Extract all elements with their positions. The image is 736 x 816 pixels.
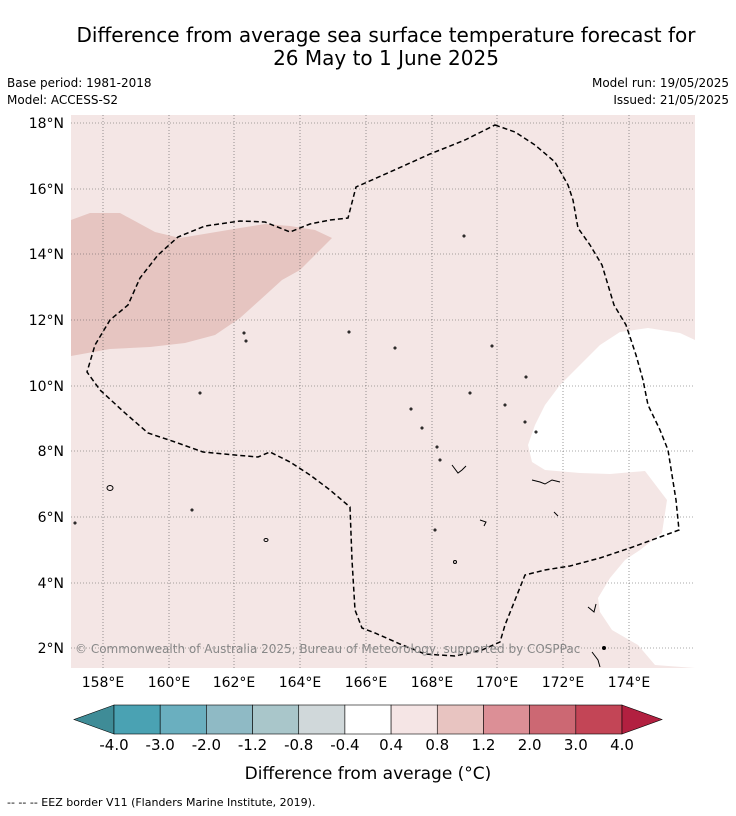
eez-legend-note: -- -- -- EEZ border V11 (Flanders Marine… bbox=[7, 796, 316, 809]
colorbar-tick-label: 0.4 bbox=[379, 736, 404, 754]
lat-label: 10°N bbox=[29, 379, 64, 395]
colorbar-tick-label: 2.0 bbox=[517, 736, 542, 754]
lat-label: 4°N bbox=[38, 576, 64, 592]
colorbar-extend-high bbox=[621, 704, 663, 735]
colorbar-tick-label: -0.4 bbox=[330, 736, 360, 754]
lat-label: 6°N bbox=[38, 510, 64, 526]
colorbar-segment bbox=[113, 704, 161, 735]
lon-label: 162°E bbox=[213, 675, 256, 691]
lat-label: 16°N bbox=[29, 182, 64, 198]
colorbar-tick-label: -2.0 bbox=[191, 736, 221, 754]
colorbar-tick-label: 3.0 bbox=[563, 736, 588, 754]
base-period: Base period: 1981-2018 bbox=[7, 76, 152, 90]
model-name: Model: ACCESS-S2 bbox=[7, 93, 119, 107]
colorbar bbox=[73, 704, 663, 735]
issued-date: Issued: 21/05/2025 bbox=[613, 93, 729, 107]
lat-label: 18°N bbox=[29, 116, 64, 132]
lon-label: 174°E bbox=[608, 675, 651, 691]
warm-anomaly-region bbox=[71, 213, 332, 356]
colorbar-tick-label: -3.0 bbox=[145, 736, 175, 754]
colorbar-segment bbox=[529, 704, 577, 735]
colorbar-segment bbox=[483, 704, 530, 735]
colorbar-segment bbox=[390, 704, 438, 735]
colorbar-segment bbox=[159, 704, 207, 735]
copyright-notice: © Commonwealth of Australia 2025, Bureau… bbox=[75, 642, 580, 656]
colorbar-segment bbox=[436, 704, 484, 735]
gridlines bbox=[71, 115, 695, 668]
title-line-1: Difference from average sea surface temp… bbox=[76, 23, 696, 47]
lon-label: 170°E bbox=[476, 675, 519, 691]
lon-label: 164°E bbox=[279, 675, 322, 691]
lat-label: 8°N bbox=[38, 444, 64, 460]
colorbar-segment bbox=[206, 704, 253, 735]
colorbar-tick-label: -4.0 bbox=[99, 736, 129, 754]
islands bbox=[73, 234, 606, 668]
colorbar-extend-low bbox=[73, 704, 115, 735]
colorbar-tick-label: 0.8 bbox=[425, 736, 450, 754]
lat-label: 12°N bbox=[29, 313, 64, 329]
colorbar-tick-label: 4.0 bbox=[610, 736, 634, 754]
colorbar-label: Difference from average (°C) bbox=[244, 764, 492, 784]
lon-label: 166°E bbox=[345, 675, 388, 691]
colorbar-tick-label: -1.2 bbox=[237, 736, 268, 754]
colorbar-tick-label: 1.2 bbox=[471, 736, 496, 754]
longitude-labels: 158°E 160°E 162°E 164°E 166°E 168°E 170°… bbox=[82, 675, 651, 691]
lat-label: 2°N bbox=[38, 641, 64, 657]
lon-label: 168°E bbox=[411, 675, 454, 691]
lat-label: 14°N bbox=[29, 247, 64, 263]
colorbar-tick-label: -0.8 bbox=[284, 736, 314, 754]
colorbar-segment bbox=[575, 704, 623, 735]
latitude-labels: 18°N 16°N 14°N 12°N 10°N 8°N 6°N 4°N 2°N bbox=[29, 116, 64, 657]
colorbar-segment bbox=[252, 704, 300, 735]
colorbar-segment bbox=[344, 704, 392, 735]
eez-border bbox=[86, 124, 680, 657]
lon-label: 158°E bbox=[82, 675, 125, 691]
lon-label: 172°E bbox=[542, 675, 585, 691]
colorbar-segment bbox=[298, 704, 346, 735]
model-run: Model run: 19/05/2025 bbox=[591, 76, 729, 90]
title-line-2: 26 May to 1 June 2025 bbox=[273, 46, 499, 70]
lon-label: 160°E bbox=[148, 675, 191, 691]
